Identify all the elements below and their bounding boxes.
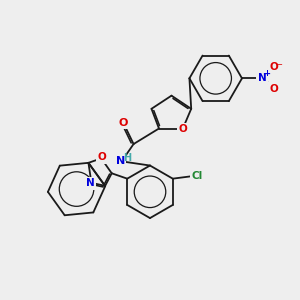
Text: O: O <box>269 62 278 72</box>
Text: O: O <box>269 84 278 94</box>
Text: N: N <box>86 178 94 188</box>
Text: N: N <box>258 73 266 83</box>
Text: O: O <box>98 152 106 162</box>
Text: O: O <box>178 124 187 134</box>
Text: H: H <box>123 153 131 164</box>
Text: −: − <box>275 60 282 69</box>
Text: +: + <box>263 69 270 78</box>
Text: N: N <box>116 156 125 166</box>
Text: O: O <box>118 118 128 128</box>
Text: Cl: Cl <box>192 171 203 181</box>
